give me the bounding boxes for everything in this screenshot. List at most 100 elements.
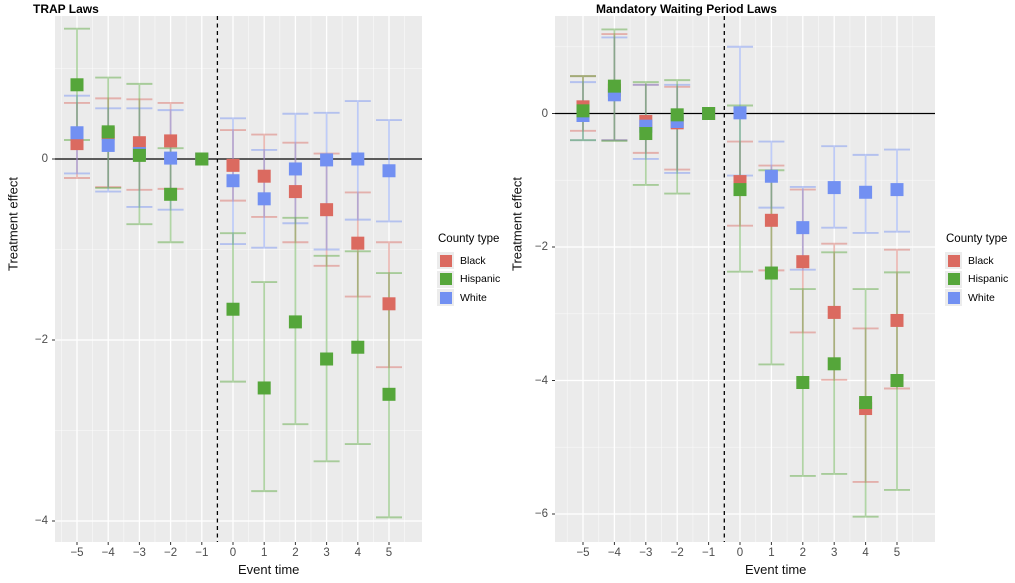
chart-title-trap-laws: TRAP Laws bbox=[33, 2, 99, 16]
legend-item-black: Black bbox=[437, 252, 500, 269]
legend-right: County type Black Hispanic White bbox=[945, 233, 1008, 308]
legend-item-black: Black bbox=[945, 252, 1008, 269]
data-point-hispanic bbox=[733, 183, 747, 197]
legend-item-white: White bbox=[945, 289, 1008, 306]
x-tick-label: 5 bbox=[385, 547, 393, 559]
error-bar-white bbox=[313, 111, 340, 251]
legend-title: County type bbox=[438, 233, 500, 245]
data-point-black bbox=[890, 313, 904, 327]
data-point-black bbox=[764, 213, 778, 227]
data-point-white bbox=[796, 221, 810, 235]
data-point-black bbox=[320, 203, 334, 217]
legend-title: County type bbox=[946, 233, 1008, 245]
legend-items: Black Hispanic White bbox=[437, 252, 500, 306]
data-point-black bbox=[288, 185, 302, 199]
legend-item-label: White bbox=[460, 291, 487, 304]
legend-key bbox=[437, 252, 454, 269]
legend-item-label: Hispanic bbox=[968, 273, 1009, 285]
x-tick-label: 3 bbox=[323, 547, 330, 559]
x-tick-label: −5 bbox=[576, 547, 590, 559]
legend-swatch-icon bbox=[439, 291, 452, 304]
x-tick-label: 3 bbox=[830, 547, 838, 559]
y-tick-label: −4 bbox=[34, 515, 48, 527]
data-point-hispanic bbox=[70, 78, 84, 92]
data-point-hispanic bbox=[351, 340, 365, 354]
x-tick-label: −1 bbox=[195, 547, 209, 559]
data-point-hispanic bbox=[101, 125, 115, 139]
legend-item-label: Hispanic bbox=[460, 273, 501, 285]
data-point-hispanic bbox=[764, 266, 778, 280]
data-point-white bbox=[382, 164, 396, 178]
x-tick-label: −5 bbox=[70, 547, 84, 559]
x-tick-label: −1 bbox=[702, 547, 716, 559]
data-point-black bbox=[382, 297, 396, 311]
data-point-white bbox=[164, 151, 178, 165]
legend-item-white: White bbox=[437, 289, 500, 306]
x-tick-label: −4 bbox=[607, 547, 621, 559]
x-tick-label: 0 bbox=[736, 547, 744, 559]
x-tick-label: −4 bbox=[101, 547, 115, 559]
data-point-white bbox=[890, 183, 904, 197]
chart-title-mandatory-waiting-period-laws: Mandatory Waiting Period Laws bbox=[596, 2, 777, 16]
x-tick-label: −3 bbox=[132, 547, 146, 559]
data-point-black bbox=[132, 136, 146, 150]
data-point-hispanic bbox=[288, 315, 302, 329]
data-point-hispanic bbox=[639, 127, 653, 141]
data-point-hispanic bbox=[195, 152, 209, 166]
data-point-white bbox=[288, 162, 302, 176]
data-point-hispanic bbox=[132, 148, 146, 162]
x-tick-label: 4 bbox=[354, 547, 361, 559]
data-point-hispanic bbox=[702, 107, 716, 120]
data-point-white bbox=[733, 106, 747, 120]
x-tick-label: 2 bbox=[292, 547, 299, 559]
legend-key bbox=[945, 289, 962, 306]
data-point-hispanic bbox=[226, 302, 240, 316]
data-point-white bbox=[827, 181, 841, 195]
y-tick-label: −4 bbox=[534, 374, 548, 387]
data-point-hispanic bbox=[670, 108, 684, 122]
legend-swatch-icon bbox=[439, 254, 452, 267]
legend-item-label: Black bbox=[460, 254, 486, 267]
legend-item-hispanic: Hispanic bbox=[437, 270, 501, 288]
x-tick-label: 1 bbox=[260, 547, 268, 559]
data-point-hispanic bbox=[257, 381, 271, 395]
legend-swatch-icon bbox=[947, 291, 960, 304]
data-point-black bbox=[257, 169, 271, 183]
data-point-white bbox=[764, 169, 778, 183]
data-point-hispanic bbox=[859, 396, 873, 410]
x-tick-label: 5 bbox=[893, 547, 901, 559]
legend-left: County type Black Hispanic White bbox=[437, 233, 500, 308]
data-point-black bbox=[226, 158, 240, 172]
data-point-white bbox=[351, 152, 365, 166]
data-point-black bbox=[70, 137, 84, 151]
data-point-white bbox=[859, 185, 873, 199]
data-point-hispanic bbox=[796, 376, 810, 390]
y-tick-label: −2 bbox=[534, 241, 548, 253]
x-tick-label: 1 bbox=[768, 547, 775, 559]
legend-key bbox=[437, 289, 454, 306]
legend-item-hispanic: Hispanic bbox=[945, 270, 1009, 288]
x-tick-label: 2 bbox=[799, 547, 806, 559]
data-point-white bbox=[257, 192, 271, 206]
x-tick-label: 4 bbox=[862, 547, 869, 559]
plot-panel bbox=[555, 16, 935, 542]
legend-key bbox=[945, 252, 962, 269]
legend-item-label: White bbox=[968, 291, 995, 304]
legend-key bbox=[945, 270, 962, 288]
data-point-hispanic bbox=[164, 187, 178, 201]
x-tick-label: −3 bbox=[639, 547, 653, 559]
data-point-white bbox=[226, 174, 240, 188]
y-tick-label: 0 bbox=[41, 153, 48, 165]
plot-panel bbox=[55, 16, 422, 542]
data-point-black bbox=[351, 236, 365, 250]
data-point-hispanic bbox=[576, 104, 590, 118]
data-point-hispanic bbox=[382, 387, 396, 401]
y-tick-label: −6 bbox=[534, 508, 548, 520]
data-point-white bbox=[70, 126, 84, 140]
data-point-hispanic bbox=[607, 79, 621, 93]
data-point-hispanic bbox=[890, 374, 904, 387]
x-tick-label: −2 bbox=[164, 547, 178, 559]
data-point-black bbox=[164, 134, 178, 148]
x-tick-label: 0 bbox=[229, 547, 237, 559]
